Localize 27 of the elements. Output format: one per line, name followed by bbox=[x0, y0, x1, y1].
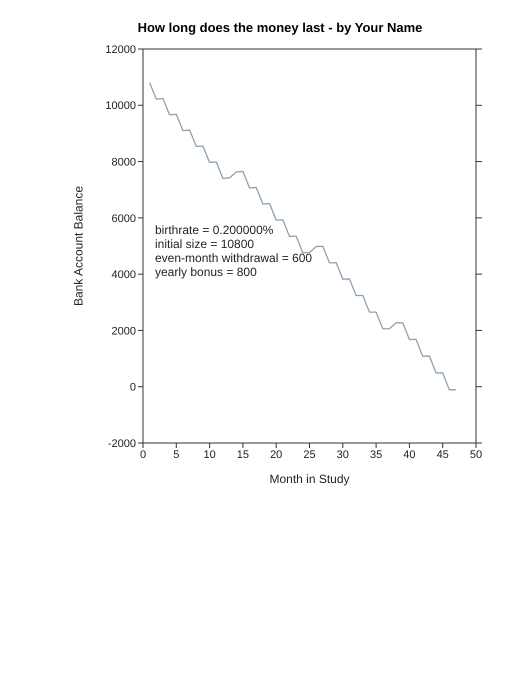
x-tick-label: 50 bbox=[470, 448, 482, 461]
y-tick-label: 8000 bbox=[112, 156, 136, 168]
y-tick-label: 12000 bbox=[105, 44, 136, 56]
x-tick-label: 40 bbox=[403, 448, 416, 461]
annotation: yearly bonus = 800 bbox=[155, 265, 258, 279]
annotation: even-month withdrawal = 600 bbox=[155, 251, 312, 265]
x-tick-label: 15 bbox=[236, 448, 250, 461]
y-tick-label: 0 bbox=[130, 382, 136, 394]
y-axis-title: Bank Account Balance bbox=[71, 186, 86, 306]
y-tick-label: 10000 bbox=[105, 100, 136, 112]
y-tick-label: 4000 bbox=[112, 269, 136, 282]
x-tick-label: 10 bbox=[203, 448, 216, 461]
chart-title: How long does the money last - by Your Name bbox=[136, 20, 424, 35]
y-tick-label: 6000 bbox=[112, 212, 136, 225]
annotation: initial size = 10800 bbox=[155, 237, 256, 251]
x-tick-label: 5 bbox=[173, 448, 180, 461]
x-tick-label: 45 bbox=[436, 448, 449, 461]
x-tick-label: 20 bbox=[270, 448, 282, 461]
line-series bbox=[149, 82, 457, 390]
x-tick-label: 30 bbox=[336, 448, 349, 461]
y-tick-label: 2000 bbox=[112, 325, 136, 338]
x-tick-label: 0 bbox=[140, 448, 146, 461]
x-tick-label: 35 bbox=[370, 448, 382, 461]
annotation: birthrate = 0.200000% bbox=[155, 223, 274, 237]
y-tick-label: -2000 bbox=[108, 438, 136, 450]
x-tick-label: 25 bbox=[303, 448, 316, 461]
x-axis-title: Month in Study bbox=[269, 472, 350, 486]
